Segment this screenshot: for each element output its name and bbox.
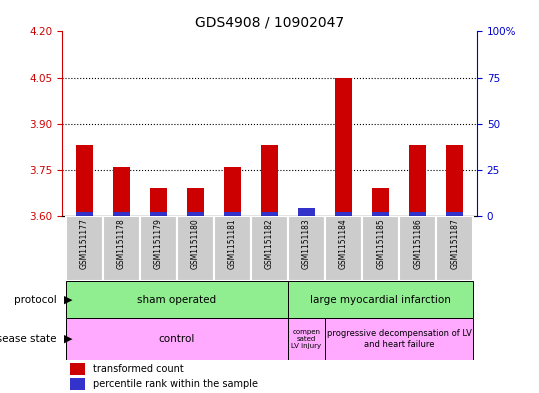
Bar [399, 216, 436, 281]
Bar [177, 216, 214, 281]
Bar [70, 378, 85, 390]
Bar [187, 211, 204, 216]
Text: GSM1151183: GSM1151183 [302, 218, 311, 269]
Bar [335, 78, 352, 216]
Bar [150, 189, 167, 216]
Text: protocol: protocol [14, 295, 57, 305]
Bar [410, 145, 426, 216]
Bar [261, 211, 278, 216]
Text: GSM1151187: GSM1151187 [450, 218, 459, 269]
Bar [140, 216, 177, 281]
Bar [436, 216, 473, 281]
Bar [446, 211, 463, 216]
Bar [76, 211, 93, 216]
Bar [288, 318, 325, 360]
Bar [103, 216, 140, 281]
Bar [251, 216, 288, 281]
Text: disease state: disease state [0, 334, 57, 344]
Bar [288, 216, 325, 281]
Bar [66, 216, 103, 281]
Text: compen
sated
LV injury: compen sated LV injury [292, 329, 322, 349]
Bar [113, 167, 129, 216]
Bar [187, 189, 204, 216]
Bar [66, 318, 288, 360]
Bar [113, 211, 129, 216]
Bar [372, 189, 389, 216]
Text: GSM1151185: GSM1151185 [376, 218, 385, 269]
Text: progressive decompensation of LV
and heart failure: progressive decompensation of LV and hea… [327, 329, 472, 349]
Text: ▶: ▶ [64, 334, 72, 344]
Text: GSM1151177: GSM1151177 [80, 218, 89, 269]
Text: control: control [158, 334, 195, 344]
Bar [70, 363, 85, 375]
Text: GDS4908 / 10902047: GDS4908 / 10902047 [195, 16, 344, 30]
Bar [66, 281, 288, 318]
Bar [76, 145, 93, 216]
Bar [446, 145, 463, 216]
Text: ▶: ▶ [64, 295, 72, 305]
Bar [224, 167, 241, 216]
Text: percentile rank within the sample: percentile rank within the sample [93, 379, 258, 389]
Text: GSM1151186: GSM1151186 [413, 218, 422, 269]
Text: GSM1151180: GSM1151180 [191, 218, 200, 269]
Bar [214, 216, 251, 281]
Bar [325, 318, 473, 360]
Text: GSM1151182: GSM1151182 [265, 218, 274, 269]
Bar [410, 211, 426, 216]
Bar [372, 211, 389, 216]
Text: GSM1151184: GSM1151184 [339, 218, 348, 269]
Bar [335, 211, 352, 216]
Text: transformed count: transformed count [93, 364, 184, 374]
Bar [224, 211, 241, 216]
Bar [298, 208, 315, 216]
Text: GSM1151179: GSM1151179 [154, 218, 163, 269]
Bar [325, 216, 362, 281]
Bar [298, 210, 315, 216]
Text: GSM1151181: GSM1151181 [228, 218, 237, 269]
Text: large myocardial infarction: large myocardial infarction [310, 295, 451, 305]
Bar [261, 145, 278, 216]
Text: GSM1151178: GSM1151178 [117, 218, 126, 269]
Bar [362, 216, 399, 281]
Bar [288, 281, 473, 318]
Bar [150, 211, 167, 216]
Text: sham operated: sham operated [137, 295, 217, 305]
